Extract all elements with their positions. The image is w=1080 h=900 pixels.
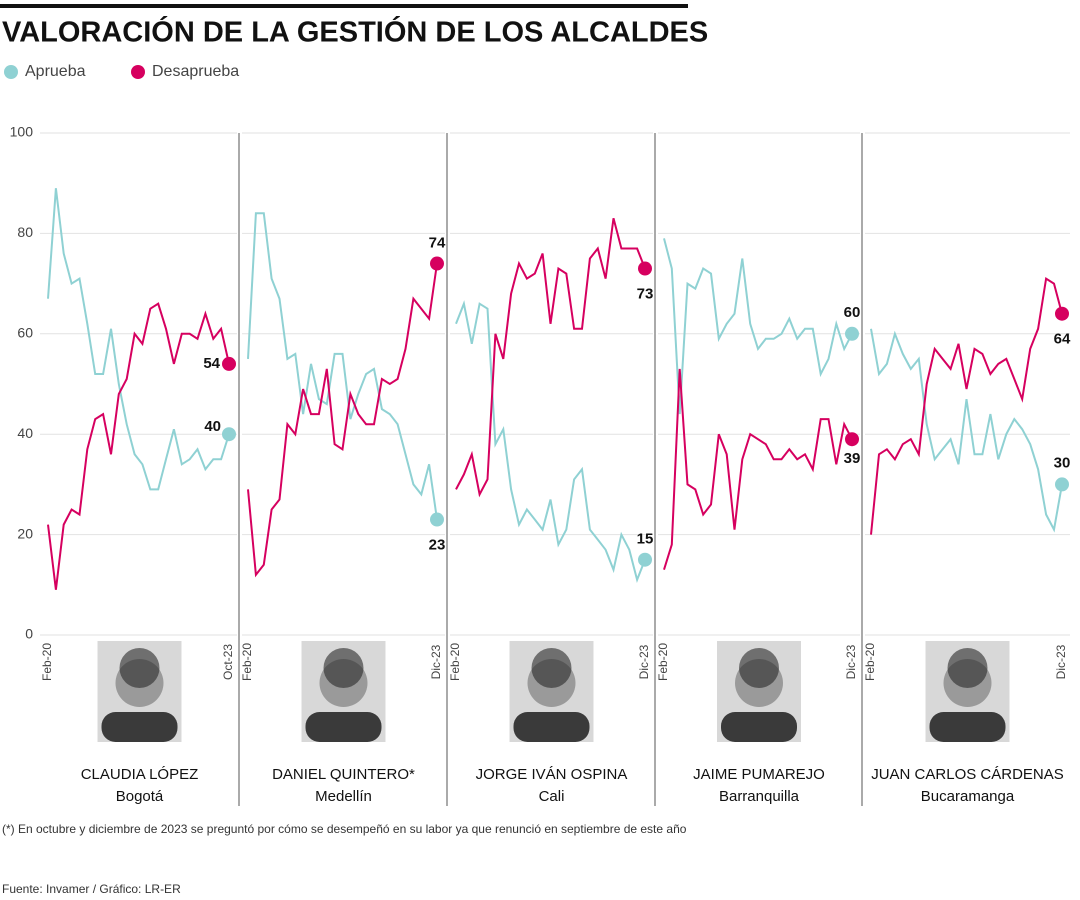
end-point (1055, 477, 1069, 492)
end-point (222, 356, 236, 371)
y-tick-label: 0 (25, 626, 33, 642)
portrait-hair (739, 648, 779, 688)
x-tick-label: Feb-20 (863, 643, 877, 681)
portrait-hair (947, 648, 988, 688)
mayor-name: JORGE IVÁN OSPINA (476, 766, 628, 783)
chart-title: VALORACIÓN DE LA GESTIÓN DE LOS ALCALDES (2, 15, 708, 49)
legend-swatch (4, 65, 18, 79)
value-label: 30 (1054, 454, 1071, 471)
portrait (301, 641, 386, 742)
end-point (222, 427, 236, 442)
portrait-hair (531, 648, 572, 688)
x-tick-label: Feb-20 (448, 643, 462, 681)
city-name: Medellín (315, 788, 372, 805)
city-name: Barranquilla (719, 788, 800, 805)
series-line (47, 302, 230, 590)
y-tick-label: 40 (17, 425, 33, 441)
value-label: 39 (844, 450, 861, 467)
y-tick-label: 80 (17, 224, 33, 240)
value-label: 40 (204, 418, 221, 435)
portrait-hair (323, 648, 364, 688)
portrait-hair (119, 648, 160, 688)
series-line (663, 368, 853, 570)
series-line (870, 276, 1063, 535)
city-name: Bucaramanga (921, 788, 1015, 805)
value-label: 74 (429, 234, 446, 251)
end-point (845, 326, 859, 341)
city-name: Cali (539, 788, 565, 805)
mayor-name: JUAN CARLOS CÁRDENAS (871, 766, 1064, 783)
x-tick-label: Dic-23 (637, 644, 651, 679)
legend-label: Desaprueba (152, 63, 239, 80)
value-label: 60 (844, 304, 861, 321)
legend-label: Aprueba (25, 63, 86, 80)
x-tick-label: Oct-23 (221, 644, 235, 680)
x-tick-label: Feb-20 (240, 643, 254, 681)
end-point (638, 552, 652, 567)
portrait (97, 641, 182, 742)
portrait-body (305, 712, 382, 742)
x-tick-label: Feb-20 (656, 643, 670, 681)
value-label: 64 (1054, 331, 1071, 348)
value-label: 73 (637, 286, 654, 303)
portrait-body (101, 712, 178, 742)
value-label: 54 (203, 355, 220, 372)
legend-swatch (131, 65, 145, 79)
x-tick-label: Dic-23 (844, 644, 858, 679)
y-tick-label: 20 (17, 525, 33, 541)
mayor-name: JAIME PUMAREJO (693, 766, 825, 783)
portrait-body (513, 712, 590, 742)
series-line (870, 328, 1063, 533)
mayor-name: CLAUDIA LÓPEZ (81, 766, 199, 783)
y-tick-label: 100 (10, 124, 34, 140)
series-line (247, 212, 438, 520)
title-bar (0, 4, 688, 8)
value-label: 15 (637, 531, 654, 548)
footnote: (*) En octubre y diciembre de 2023 se pr… (2, 822, 687, 836)
value-label: 23 (429, 537, 446, 554)
end-point (845, 432, 859, 447)
x-tick-label: Dic-23 (1054, 644, 1068, 679)
series-line (663, 238, 853, 415)
y-tick-label: 60 (17, 325, 33, 341)
series-line (247, 263, 438, 578)
series-line (455, 300, 646, 584)
portrait-body (721, 712, 797, 742)
portrait (717, 641, 801, 742)
mayor-name: DANIEL QUINTERO* (272, 766, 415, 783)
x-tick-label: Dic-23 (429, 644, 443, 679)
x-tick-label: Feb-20 (40, 643, 54, 681)
end-point (1055, 306, 1069, 321)
end-point (430, 256, 444, 271)
source: Fuente: Invamer / Gráfico: LR-ER (2, 882, 181, 896)
end-point (430, 512, 444, 527)
portrait (509, 641, 594, 742)
portrait (925, 641, 1010, 742)
end-point (638, 261, 652, 276)
series-line (47, 188, 230, 491)
portrait-body (929, 712, 1006, 742)
series-line (455, 218, 646, 498)
city-name: Bogotá (116, 788, 164, 805)
